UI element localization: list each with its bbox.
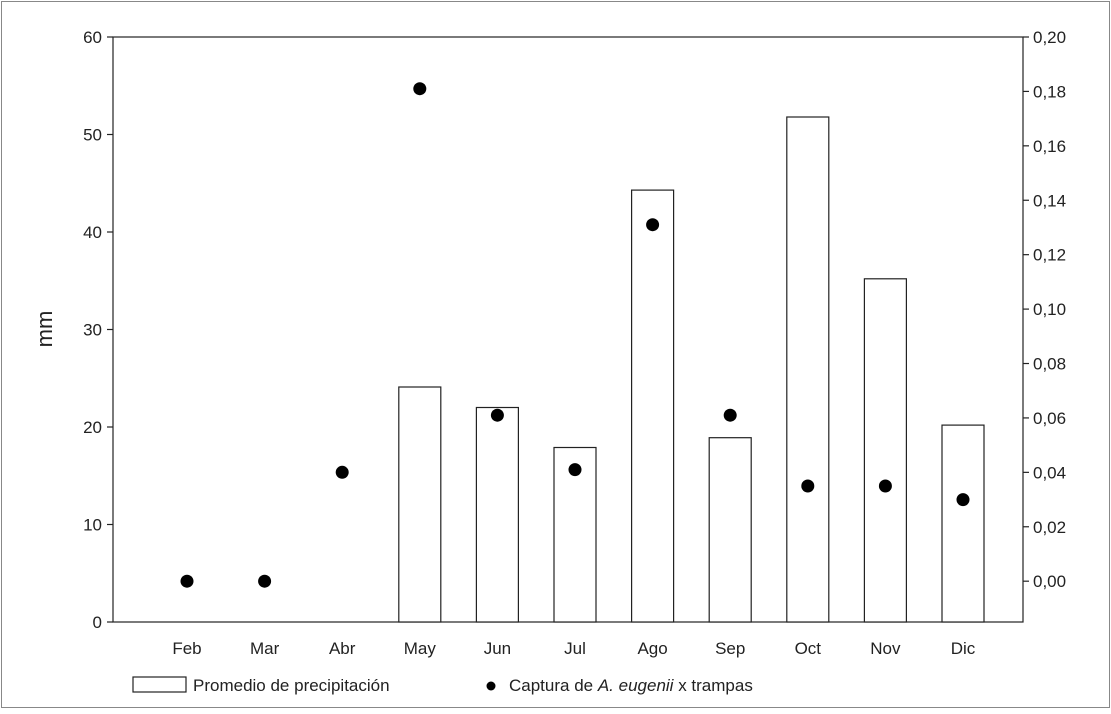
x-tick-label-dic: Dic — [951, 639, 976, 658]
left-tick-label: 10 — [83, 516, 102, 535]
bar-jun — [475, 406, 519, 623]
x-tick-label-oct: Oct — [795, 639, 822, 658]
point-oct — [801, 479, 815, 493]
point-feb — [180, 574, 194, 588]
right-tick-label: 0,02 — [1033, 518, 1066, 537]
point-dic — [956, 493, 970, 507]
x-tick-label-mar: Mar — [250, 639, 280, 658]
right-tick-label: 0,10 — [1033, 300, 1066, 319]
right-tick-label: 0,00 — [1033, 572, 1066, 591]
legend-scatter-label: Captura de A. eugenii x trampas — [509, 676, 753, 695]
point-abr — [335, 465, 349, 479]
right-tick-label: 0,16 — [1033, 137, 1066, 156]
bar-ago — [630, 189, 675, 623]
legend-scatter-suffix: x trampas — [673, 676, 752, 695]
right-tick-label: 0,20 — [1033, 28, 1066, 47]
left-tick-label: 0 — [93, 613, 102, 632]
bar-oct — [786, 116, 830, 623]
left-tick-label: 40 — [83, 223, 102, 242]
x-tick-label-abr: Abr — [329, 639, 356, 658]
right-axis: 0,00 0,02 0,04 0,06 0,08 0,10 0,12 0,14 0,16 0,18… — [1023, 28, 1066, 591]
scatter-series — [180, 82, 970, 588]
right-tick-label: 0,18 — [1033, 82, 1066, 101]
point-nov — [878, 479, 892, 493]
x-tick-label-jul: Jul — [564, 639, 586, 658]
x-tick-label-sep: Sep — [715, 639, 745, 658]
x-tick-label-jun: Jun — [484, 639, 511, 658]
right-tick-label: 0,14 — [1033, 191, 1066, 210]
bar-series — [398, 116, 985, 623]
right-tick-label: 0,12 — [1033, 246, 1066, 265]
x-tick-label-nov: Nov — [870, 639, 901, 658]
point-may — [413, 82, 427, 96]
point-sep — [723, 408, 737, 422]
x-tick-label-may: May — [404, 639, 437, 658]
left-tick-label: 50 — [83, 126, 102, 145]
point-ago — [646, 218, 660, 232]
bar-jul — [553, 446, 597, 623]
left-axis: 0 10 20 30 40 50 60 — [83, 28, 113, 632]
y-axis-title: mm — [32, 311, 57, 348]
point-jun — [490, 408, 504, 422]
bar-nov — [863, 278, 908, 623]
left-tick-label: 20 — [83, 418, 102, 437]
bar-dic — [941, 424, 985, 623]
right-tick-label: 0,06 — [1033, 409, 1066, 428]
legend-scatter-prefix: Captura de — [509, 676, 598, 695]
point-mar — [258, 574, 272, 588]
legend-scatter-species: A. eugenii — [597, 676, 675, 695]
x-axis: Feb Mar Abr May Jun Jul Ago Sep Oct Nov Dic — [172, 639, 975, 658]
bar-may — [398, 386, 442, 623]
legend-scatter-marker — [486, 681, 496, 691]
left-tick-label: 30 — [83, 321, 102, 340]
x-tick-label-ago: Ago — [637, 639, 667, 658]
point-jul — [568, 463, 582, 477]
bar-sep — [708, 437, 752, 623]
right-tick-label: 0,04 — [1033, 463, 1066, 482]
legend-bar-label: Promedio de precipitación — [193, 676, 390, 695]
right-tick-label: 0,08 — [1033, 355, 1066, 374]
legend-bar-swatch — [132, 676, 187, 693]
x-tick-label-feb: Feb — [172, 639, 201, 658]
left-tick-label: 60 — [83, 28, 102, 47]
legend: Promedio de precipitación Captura de A. … — [132, 676, 753, 695]
